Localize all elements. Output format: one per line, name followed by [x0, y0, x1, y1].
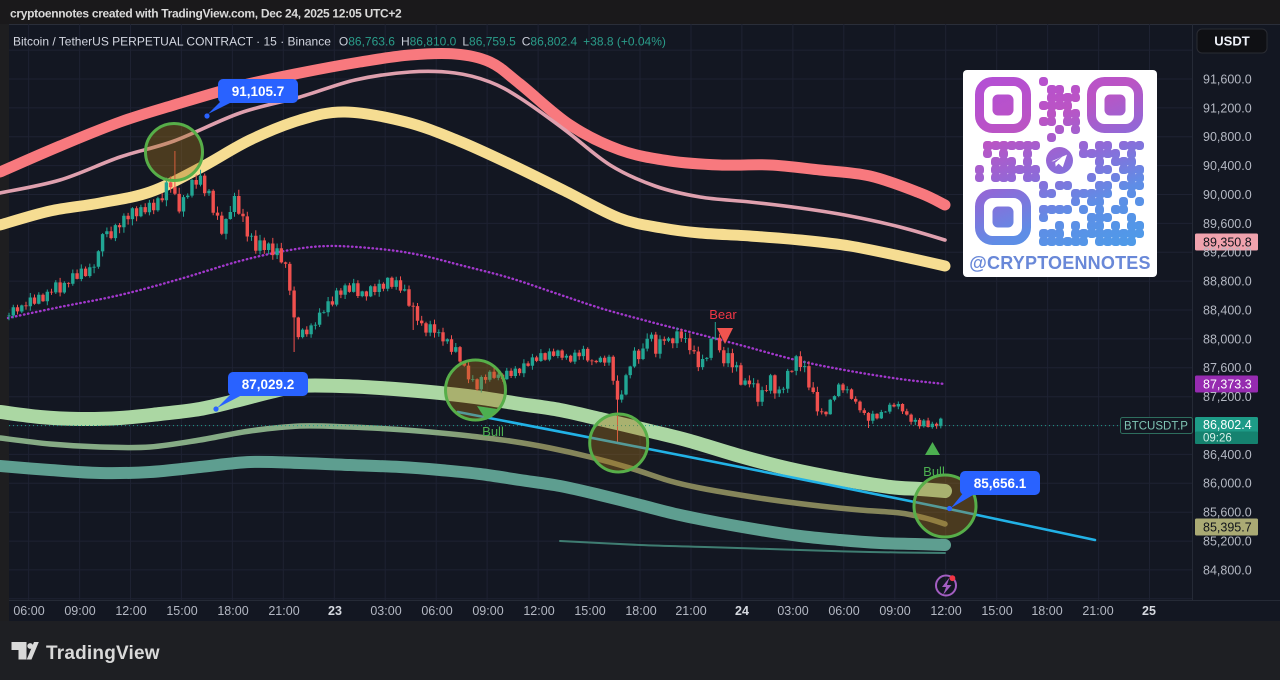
svg-text:89,600.0: 89,600.0 — [1203, 217, 1252, 231]
svg-text:87,373.3: 87,373.3 — [1203, 377, 1252, 391]
svg-text:09:00: 09:00 — [64, 604, 95, 618]
svg-text:USDT: USDT — [1214, 34, 1249, 49]
svg-text:85,656.1: 85,656.1 — [974, 476, 1027, 491]
svg-text:23: 23 — [328, 604, 342, 618]
svg-text:06:00: 06:00 — [828, 604, 859, 618]
svg-text:09:00: 09:00 — [879, 604, 910, 618]
svg-text:91,600.0: 91,600.0 — [1203, 72, 1252, 86]
svg-text:90,800.0: 90,800.0 — [1203, 130, 1252, 144]
svg-text:06:00: 06:00 — [13, 604, 44, 618]
svg-text:15:00: 15:00 — [166, 604, 197, 618]
svg-text:85,600.0: 85,600.0 — [1203, 506, 1252, 520]
svg-text:85,200.0: 85,200.0 — [1203, 535, 1252, 549]
svg-text:@CRYPTOENNOTES: @CRYPTOENNOTES — [969, 253, 1150, 273]
svg-text:21:00: 21:00 — [675, 604, 706, 618]
svg-text:90,400.0: 90,400.0 — [1203, 159, 1252, 173]
svg-text:25: 25 — [1142, 604, 1156, 618]
svg-text:86,802.4: 86,802.4 — [1203, 418, 1252, 432]
svg-text:12:00: 12:00 — [930, 604, 961, 618]
svg-text:24: 24 — [735, 604, 749, 618]
svg-text:18:00: 18:00 — [1031, 604, 1062, 618]
svg-text:21:00: 21:00 — [1082, 604, 1113, 618]
svg-text:91,105.7: 91,105.7 — [232, 84, 285, 99]
svg-text:89,350.8: 89,350.8 — [1203, 235, 1252, 249]
svg-text:84,800.0: 84,800.0 — [1203, 563, 1252, 577]
svg-text:03:00: 03:00 — [777, 604, 808, 618]
svg-text:89,200.0: 89,200.0 — [1203, 246, 1252, 260]
svg-text:91,200.0: 91,200.0 — [1203, 101, 1252, 115]
svg-text:87,200.0: 87,200.0 — [1203, 390, 1252, 404]
svg-text:87,029.2: 87,029.2 — [242, 377, 295, 392]
svg-text:86,000.0: 86,000.0 — [1203, 477, 1252, 491]
svg-text:18:00: 18:00 — [625, 604, 656, 618]
svg-text:15:00: 15:00 — [981, 604, 1012, 618]
svg-text:21:00: 21:00 — [268, 604, 299, 618]
svg-text:88,400.0: 88,400.0 — [1203, 303, 1252, 317]
svg-text:09:00: 09:00 — [472, 604, 503, 618]
svg-text:Bull: Bull — [482, 424, 504, 439]
svg-text:90,000.0: 90,000.0 — [1203, 188, 1252, 202]
svg-text:TradingView: TradingView — [46, 643, 160, 664]
svg-text:88,800.0: 88,800.0 — [1203, 275, 1252, 289]
svg-text:03:00: 03:00 — [370, 604, 401, 618]
svg-text:87,600.0: 87,600.0 — [1203, 361, 1252, 375]
svg-text:BTCUSDT.P: BTCUSDT.P — [1124, 421, 1188, 433]
svg-text:15:00: 15:00 — [574, 604, 605, 618]
svg-text:06:00: 06:00 — [421, 604, 452, 618]
svg-text:85,395.7: 85,395.7 — [1203, 520, 1252, 534]
svg-text:Bitcoin / TetherUS PERPETUAL C: Bitcoin / TetherUS PERPETUAL CONTRACT · … — [13, 35, 666, 49]
svg-text:86,400.0: 86,400.0 — [1203, 448, 1252, 462]
svg-text:cryptoennotes created with Tra: cryptoennotes created with TradingView.c… — [10, 7, 402, 21]
svg-text:18:00: 18:00 — [217, 604, 248, 618]
svg-text:12:00: 12:00 — [115, 604, 146, 618]
svg-text:12:00: 12:00 — [523, 604, 554, 618]
svg-text:09:26: 09:26 — [1203, 433, 1232, 445]
svg-text:88,000.0: 88,000.0 — [1203, 332, 1252, 346]
svg-text:Bull: Bull — [923, 464, 945, 479]
svg-text:Bear: Bear — [709, 307, 737, 322]
